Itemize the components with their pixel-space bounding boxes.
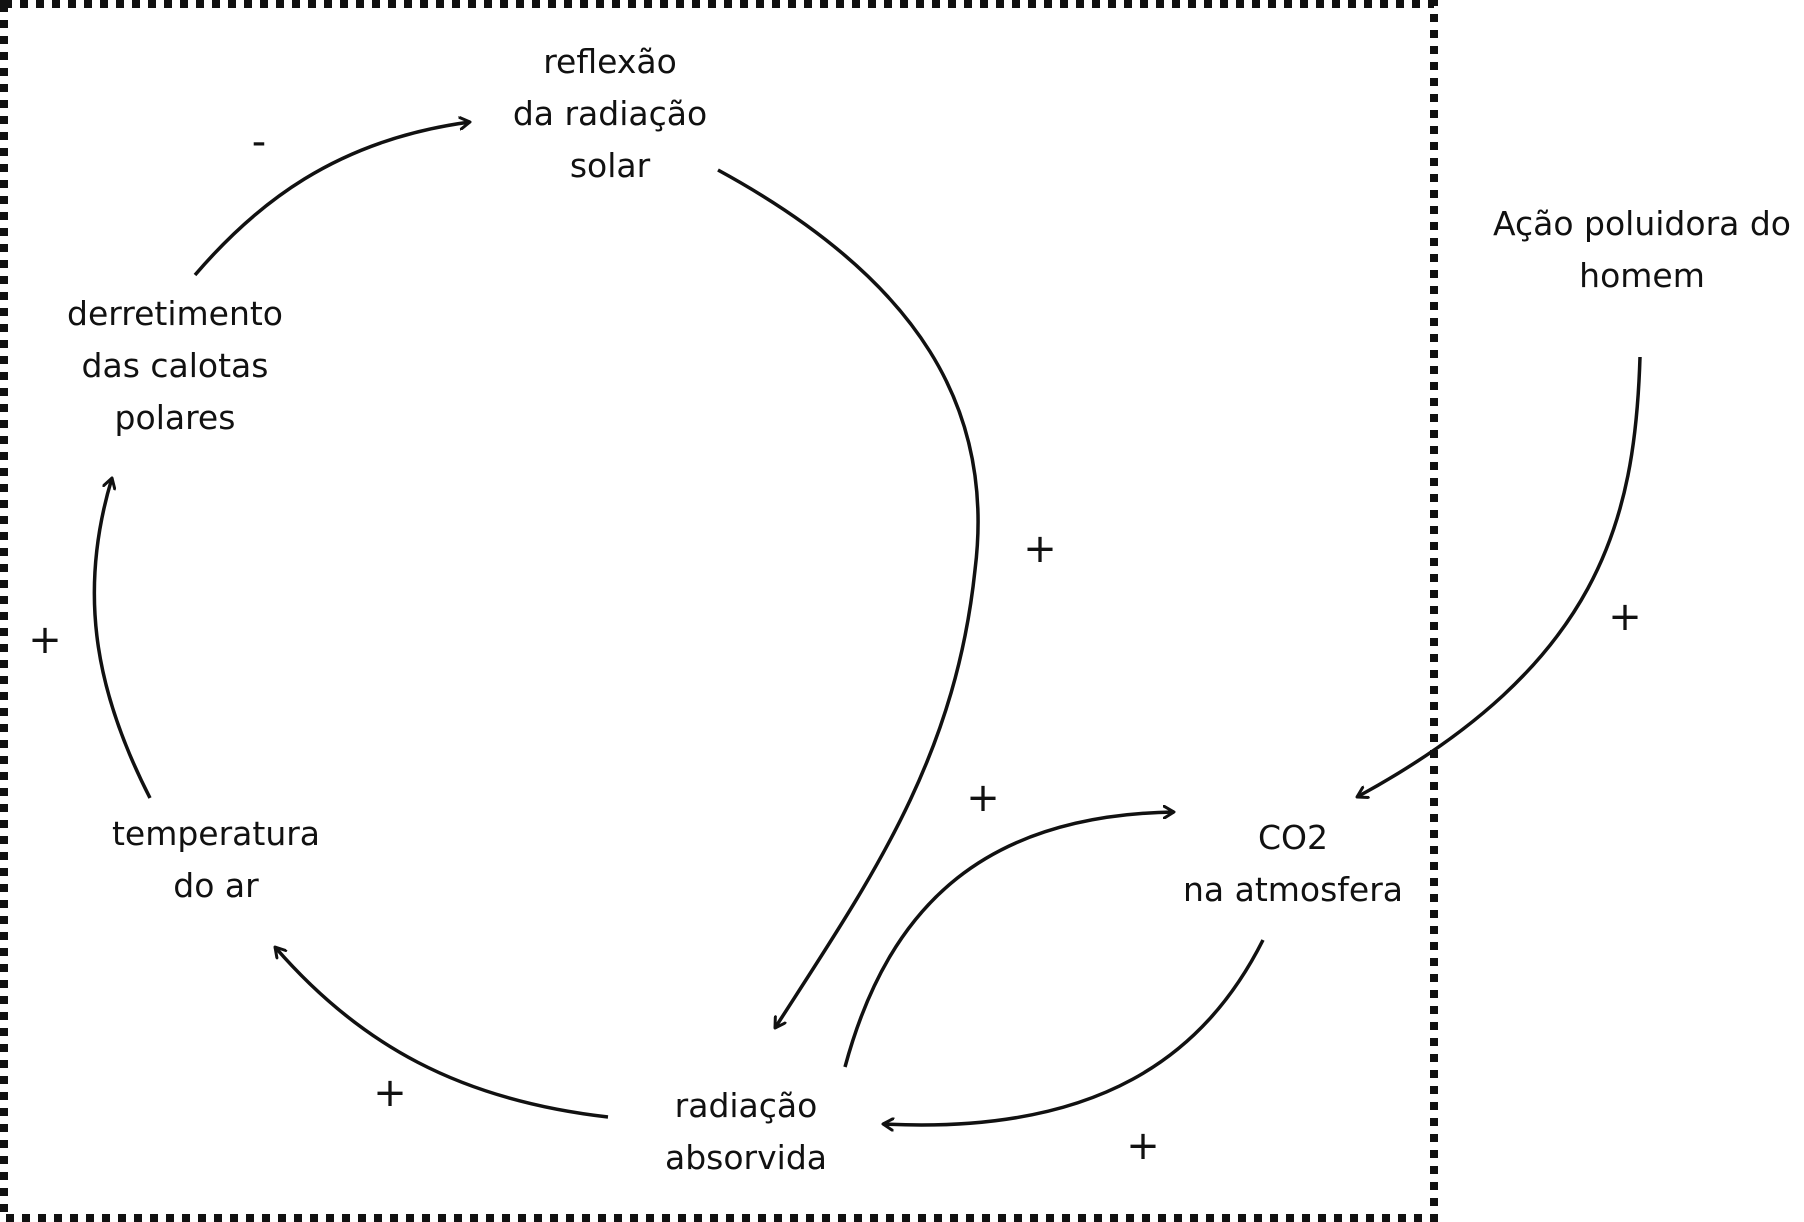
node-co2-na-atmosfera: CO2 na atmosfera bbox=[1183, 812, 1403, 916]
node-co2-line-1: CO2 bbox=[1257, 818, 1328, 857]
polarity-temperatura-to-derretimento: + bbox=[28, 617, 62, 663]
arrow-derretimento-to-reflexao bbox=[193, 122, 470, 277]
node-derretimento-line-1: derretimento bbox=[67, 294, 283, 333]
node-reflexao-line-2: da radiação bbox=[512, 94, 708, 133]
polarity-derretimento-to-reflexao: - bbox=[251, 119, 267, 165]
arrow-radiacao-absorvida-to-co2 bbox=[843, 812, 1174, 1068]
node-co2-line-2: na atmosfera bbox=[1182, 870, 1404, 909]
node-derretimento-line-3: polares bbox=[114, 398, 236, 437]
system-boundary bbox=[0, 0, 1438, 1222]
polarity-acao-poluidora-to-co2: + bbox=[1608, 594, 1642, 640]
arrow-reflexao-to-radiacao-absorvida bbox=[717, 168, 980, 1028]
node-radiacao-absorvida-line-1: radiação bbox=[674, 1086, 818, 1125]
polarity-reflexao-to-radiacao-absorvida: + bbox=[1023, 526, 1057, 572]
node-radiacao-absorvida-line-2: absorvida bbox=[665, 1138, 827, 1177]
arrow-co2-to-radiacao-absorvida bbox=[883, 939, 1265, 1125]
node-temperatura-line-1: temperatura bbox=[111, 814, 321, 853]
node-acao-poluidora-line-2: homem bbox=[1579, 256, 1705, 295]
node-temperatura-line-2: do ar bbox=[173, 866, 259, 905]
node-radiacao-absorvida: radiação absorvida bbox=[665, 1080, 827, 1184]
node-temperatura-do-ar: temperatura do ar bbox=[112, 808, 320, 912]
polarity-radiacao-absorvida-to-co2: + bbox=[966, 775, 1000, 821]
polarity-co2-to-radiacao-absorvida: + bbox=[1126, 1123, 1160, 1169]
arrow-acao-poluidora-to-co2 bbox=[1357, 356, 1642, 797]
node-acao-poluidora-line-1: Ação poluidora do bbox=[1493, 204, 1791, 243]
arrow-radiacao-absorvida-to-temperatura bbox=[275, 947, 609, 1119]
node-derretimento-das-calotas-polares: derretimento das calotas polares bbox=[67, 288, 283, 444]
node-reflexao-line-1: reflexão bbox=[543, 42, 677, 81]
node-derretimento-line-2: das calotas bbox=[81, 346, 269, 385]
node-acao-poluidora-do-homem: Ação poluidora do homem bbox=[1493, 198, 1791, 302]
node-reflexao-line-3: solar bbox=[569, 146, 651, 185]
node-reflexao-da-radiacao-solar: reflexão da radiação solar bbox=[513, 36, 707, 192]
arrow-temperatura-to-derretimento bbox=[92, 478, 152, 799]
polarity-radiacao-absorvida-to-temperatura: + bbox=[373, 1070, 407, 1116]
